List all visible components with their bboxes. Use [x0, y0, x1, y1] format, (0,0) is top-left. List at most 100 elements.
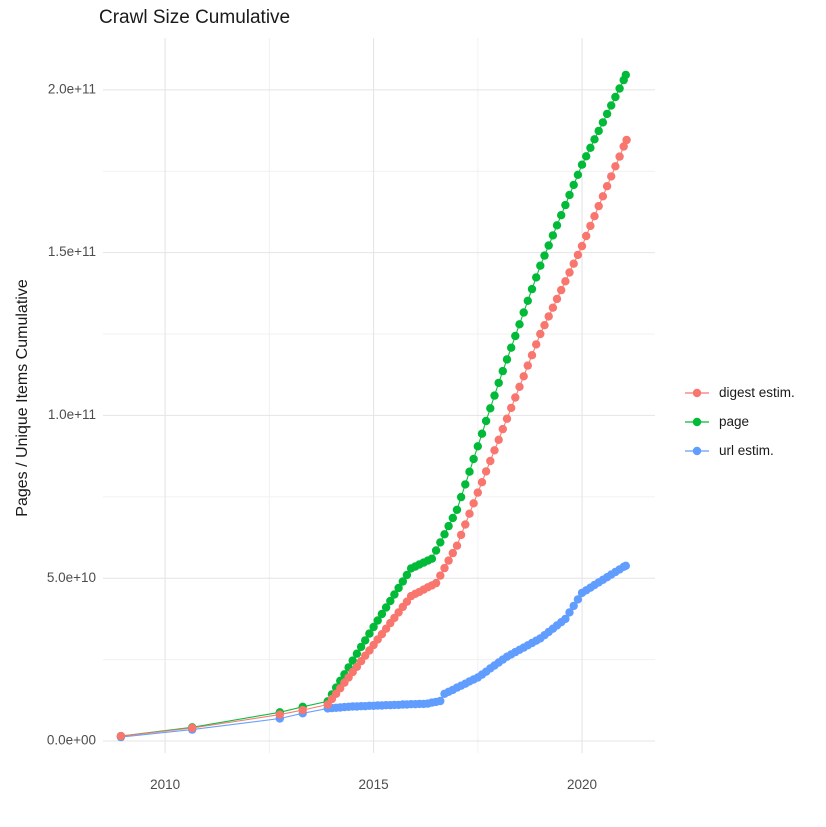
- legend-item-digest-estim: digest estim.: [684, 378, 795, 407]
- data-point-digest-estim: [523, 361, 532, 370]
- data-point-digest-estim: [456, 530, 466, 540]
- data-point-digest-estim: [515, 382, 524, 391]
- data-point-page: [398, 577, 407, 586]
- data-point-digest-estim: [532, 340, 541, 349]
- data-point-page: [532, 273, 541, 282]
- legend-label: url estim.: [719, 443, 774, 458]
- data-point-page: [602, 109, 612, 119]
- data-point-digest-estim: [577, 241, 587, 251]
- data-point-page: [523, 296, 532, 305]
- data-point-digest-estim: [448, 548, 457, 558]
- data-point-page: [456, 492, 466, 502]
- data-point-digest-estim: [586, 221, 595, 231]
- data-point-page: [586, 143, 595, 152]
- y-tick-label: 5.0e+10: [47, 570, 96, 585]
- data-point-page: [590, 135, 599, 144]
- data-point-page: [598, 118, 608, 127]
- data-point-page: [536, 261, 545, 270]
- data-point-page: [465, 467, 474, 476]
- data-point-page: [611, 92, 620, 102]
- data-point-digest-estim: [511, 393, 520, 402]
- data-point-page: [427, 554, 437, 563]
- legend-key-icon: [685, 417, 709, 426]
- data-point-page: [552, 221, 562, 230]
- data-point-page: [507, 343, 516, 352]
- data-point-digest-estim: [473, 488, 482, 497]
- data-point-digest-estim: [477, 478, 487, 487]
- data-point-page: [565, 190, 574, 200]
- data-point-page: [377, 609, 387, 619]
- data-point-digest-estim: [486, 456, 495, 466]
- data-point-page: [386, 596, 395, 606]
- data-point-page: [440, 530, 449, 539]
- data-point-digest-estim: [440, 563, 449, 573]
- data-point-page: [515, 320, 524, 329]
- data-point-digest-estim: [552, 294, 562, 304]
- data-point-digest-estim: [594, 201, 603, 211]
- data-point-digest-estim: [275, 710, 284, 719]
- data-point-digest-estim: [544, 312, 553, 321]
- data-point-page: [373, 616, 382, 625]
- data-point-digest-estim: [469, 499, 478, 508]
- data-point-page: [469, 454, 478, 464]
- data-point-page: [557, 211, 566, 220]
- data-point-page: [511, 331, 520, 341]
- data-point-page: [448, 513, 457, 523]
- data-point-page: [365, 629, 374, 638]
- data-point-digest-estim: [557, 285, 566, 295]
- x-tick-label: 2010: [150, 777, 180, 792]
- data-point-page: [352, 649, 362, 658]
- legend-label: page: [719, 414, 750, 429]
- data-point-page: [477, 429, 487, 438]
- data-point-digest-estim: [619, 142, 628, 151]
- data-point-page: [621, 70, 630, 80]
- data-point-digest-estim: [565, 268, 574, 277]
- data-point-digest-estim: [461, 520, 470, 529]
- data-point-digest-estim: [116, 731, 126, 741]
- chart-title: Crawl Size Cumulative: [99, 7, 291, 28]
- legend-key-dot: [692, 417, 702, 426]
- data-point-digest-estim: [507, 403, 516, 413]
- data-point-digest-estim: [465, 509, 474, 518]
- data-point-digest-estim: [569, 259, 578, 268]
- data-point-page: [607, 101, 616, 110]
- data-point-page: [582, 152, 591, 161]
- legend-key-icon: [685, 388, 709, 397]
- data-point-digest-estim: [481, 467, 491, 476]
- data-point-digest-estim: [540, 321, 549, 330]
- data-point-page: [548, 231, 558, 240]
- data-point-page: [502, 355, 512, 364]
- data-point-page: [494, 378, 503, 388]
- data-point-page: [490, 391, 499, 400]
- data-point-page: [436, 538, 445, 547]
- data-point-url-estim: [561, 614, 570, 624]
- data-point-page: [527, 284, 537, 294]
- data-point-digest-estim: [582, 231, 591, 241]
- data-point-digest-estim: [188, 723, 197, 733]
- data-point-page: [569, 180, 578, 190]
- data-point-digest-estim: [431, 578, 441, 588]
- data-point-page: [561, 200, 570, 210]
- data-point-url-estim: [621, 561, 630, 570]
- data-point-digest-estim: [298, 705, 307, 715]
- data-point-digest-estim: [452, 541, 462, 550]
- legend-key-dot: [692, 446, 702, 455]
- data-point-page: [390, 590, 399, 599]
- legend-label: digest estim.: [719, 385, 795, 400]
- data-point-digest-estim: [598, 192, 608, 201]
- data-point-digest-estim: [622, 135, 631, 145]
- y-tick-label: 1.5e+11: [48, 244, 96, 259]
- legend-item-url-estim: url estim.: [684, 436, 795, 465]
- data-point-digest-estim: [527, 351, 537, 360]
- data-point-url-estim: [573, 595, 583, 604]
- data-point-url-estim: [436, 696, 445, 706]
- data-point-digest-estim: [602, 182, 612, 191]
- data-point-digest-estim: [561, 277, 570, 286]
- y-tick-label: 2.0e+11: [48, 81, 96, 96]
- data-point-page: [573, 170, 583, 179]
- data-point-page: [615, 84, 624, 93]
- data-point-digest-estim: [490, 446, 499, 455]
- data-point-page: [444, 521, 453, 531]
